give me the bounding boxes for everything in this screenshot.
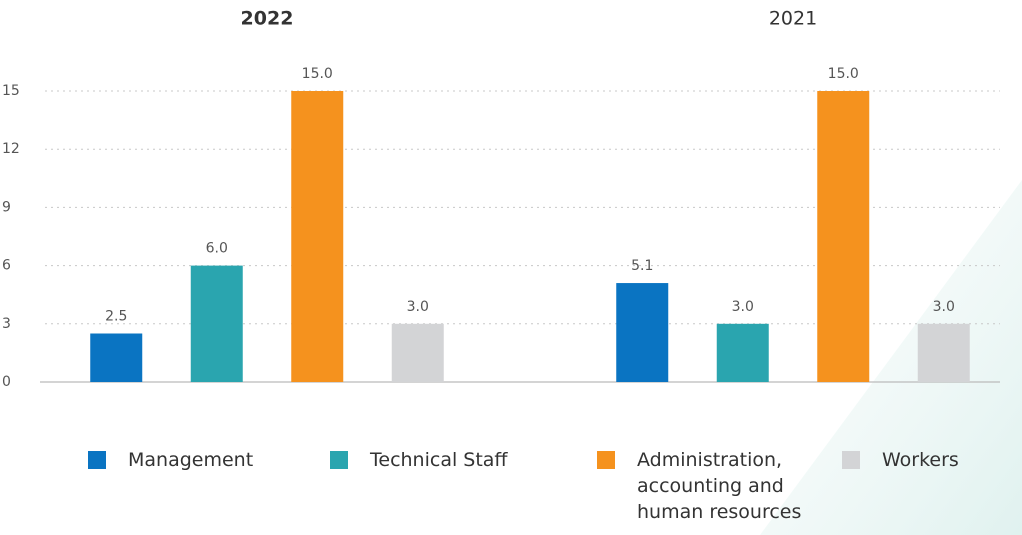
y-tick-label: 6: [2, 258, 11, 274]
value-label: 15.0: [302, 66, 333, 82]
bar: [917, 323, 970, 382]
value-label: 5.1: [631, 258, 653, 274]
group-label: 2021: [769, 8, 817, 30]
value-label: 2.5: [105, 309, 127, 325]
legend-label: Technical Staff: [370, 449, 508, 471]
bar: [90, 333, 143, 382]
bar: [616, 283, 669, 382]
legend-item: Technical Staff: [330, 447, 508, 473]
value-label: 3.0: [933, 299, 955, 315]
group-label: 2022: [241, 8, 294, 30]
y-tick-label: 15: [2, 83, 20, 99]
legend-swatch: [88, 451, 106, 469]
value-label: 3.0: [407, 299, 429, 315]
bar: [716, 323, 769, 382]
legend-label: Workers: [882, 449, 959, 471]
legend-swatch: [330, 451, 348, 469]
value-label: 15.0: [828, 66, 859, 82]
bar: [291, 91, 344, 382]
y-tick-label: 12: [2, 141, 20, 157]
legend-item: Management: [88, 447, 253, 473]
y-tick-label: 3: [2, 316, 11, 332]
legend-item: Workers: [842, 447, 959, 473]
value-label: 3.0: [732, 299, 754, 315]
value-label: 6.0: [206, 241, 228, 257]
legend-label: Management: [128, 449, 254, 471]
legend-swatch: [597, 451, 615, 469]
legend-label: Administration, accounting and human res…: [637, 449, 802, 523]
bar: [190, 265, 243, 382]
bar: [817, 91, 870, 382]
legend-item: Administration, accounting and human res…: [597, 447, 817, 525]
bar: [391, 323, 444, 382]
y-tick-label: 0: [2, 374, 11, 390]
legend-swatch: [842, 451, 860, 469]
background-decoration: [760, 180, 1022, 535]
y-tick-label: 9: [2, 199, 11, 215]
